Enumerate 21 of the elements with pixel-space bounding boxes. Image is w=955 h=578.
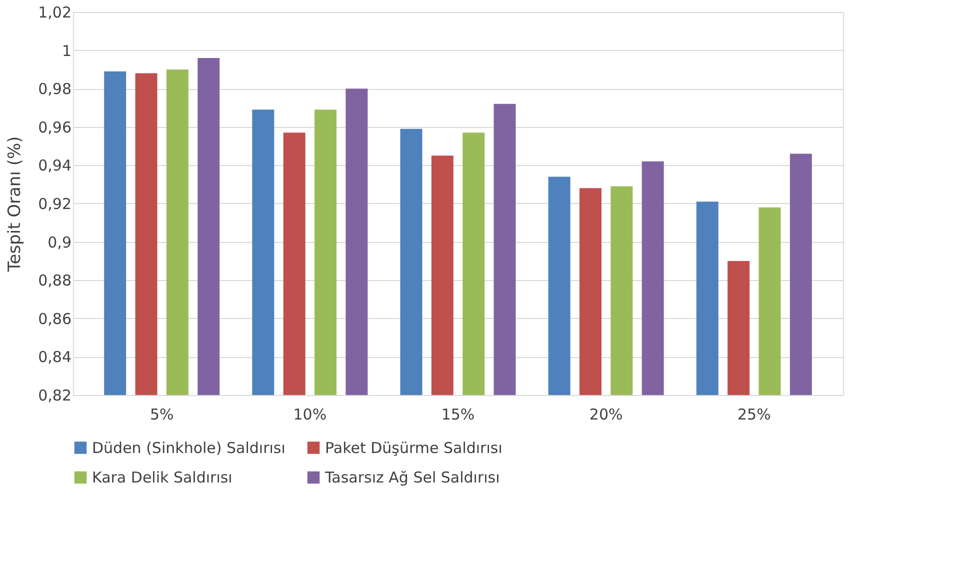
x-tick-label: 25% xyxy=(737,406,771,424)
x-tick-label: 15% xyxy=(441,406,475,424)
x-tick-label: 20% xyxy=(589,406,623,424)
y-tick-label: 0,82 xyxy=(38,386,72,404)
y-tick-label: 1 xyxy=(62,42,72,60)
legend-label: Kara Delik Saldırısı xyxy=(92,468,232,486)
y-tick-label: 0,92 xyxy=(38,195,72,213)
y-tick-label: 0,86 xyxy=(38,310,72,328)
y-tick-label: 0,84 xyxy=(38,348,72,366)
y-tick-label: 0,94 xyxy=(38,156,72,175)
y-tick-label: 1,02 xyxy=(38,4,72,22)
y-tick-label: 0,98 xyxy=(38,80,72,98)
y-axis-title: Tespit Oranı (%) xyxy=(5,136,26,273)
legend-label: Tasarsız Ağ Sel Saldırısı xyxy=(324,468,500,486)
x-tick-label: 10% xyxy=(293,406,327,424)
y-tick-label: 0,96 xyxy=(38,118,72,136)
legend-label: Düden (Sinkhole) Saldırısı xyxy=(92,438,286,457)
legend-label: Paket Düşürme Saldırısı xyxy=(325,438,502,457)
y-tick-label: 0,9 xyxy=(48,233,72,252)
x-tick-label: 5% xyxy=(150,406,174,424)
y-tick-label: 0,88 xyxy=(38,272,72,290)
